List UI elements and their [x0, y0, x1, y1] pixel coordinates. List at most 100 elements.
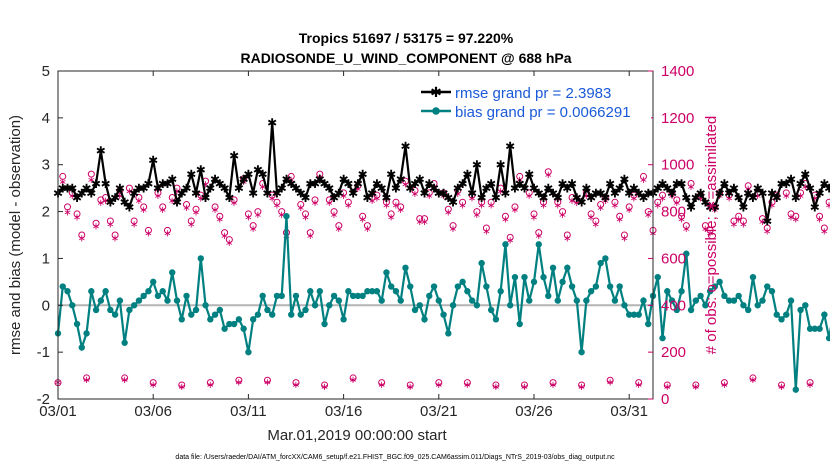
rmse-point: ✱ — [134, 182, 144, 196]
chart-title-line2: RADIOSONDE_U_WIND_COMPONENT @ 688 hPa — [240, 50, 571, 66]
rmse-point: ✱ — [534, 186, 544, 200]
rmse-point: ✱ — [791, 191, 801, 205]
bias-point — [659, 334, 666, 342]
rmse-point: ✱ — [405, 182, 415, 196]
obs-assimilated-point: ∗ — [496, 186, 504, 197]
rmse-point: ✱ — [529, 182, 539, 196]
rmse-point: ✱ — [220, 182, 230, 196]
obs-assimilated-point: ∗ — [358, 215, 366, 226]
bias-point — [673, 306, 680, 314]
rmse-point: ✱ — [186, 168, 196, 182]
bias-point — [716, 278, 723, 286]
obs-possible-point — [444, 205, 452, 213]
rmse-point: ✱ — [615, 182, 625, 196]
bias-point — [606, 283, 614, 290]
x-tick-label: 03/06 — [134, 403, 172, 420]
obs-assimilated-point: ∗ — [711, 205, 719, 216]
obs-assimilated-point: ∗ — [468, 194, 476, 205]
obs-possible-point — [654, 198, 662, 206]
bias-point — [221, 325, 228, 332]
rmse-point: ✱ — [715, 186, 725, 200]
obs-possible-point — [316, 170, 324, 178]
bias-point — [73, 320, 81, 328]
rmse-point: ✱ — [510, 182, 520, 196]
obs-assimilated-point: ∗ — [87, 175, 95, 186]
bias-point — [83, 330, 90, 337]
bias-point — [345, 288, 352, 295]
obs-possible-point — [302, 210, 310, 218]
obs-assimilated-point: ∗ — [125, 186, 133, 197]
obs-count-markers: ∗∗∗∗∗∗∗∗∗∗∗∗∗∗∗∗∗∗∗∗∗∗∗∗∗∗∗∗∗∗∗∗∗∗∗∗∗∗∗∗… — [54, 168, 830, 393]
rmse-point: ✱ — [91, 177, 101, 191]
obs-assimilated-point: ∗ — [811, 194, 819, 205]
rmse-point: ✱ — [710, 200, 720, 214]
obs-possible-point — [592, 217, 600, 225]
bias-point — [545, 292, 552, 300]
y-left-tick-label: 2 — [42, 204, 50, 221]
bias-point — [111, 311, 119, 318]
bias-point — [783, 311, 790, 318]
rmse-point: ✱ — [419, 186, 429, 200]
bias-point — [283, 213, 290, 220]
rmse-point: ✱ — [757, 186, 767, 200]
rmse-point: ✱ — [410, 177, 420, 191]
obs-possible-point — [516, 172, 524, 180]
rmse-point: ✱ — [453, 182, 463, 196]
bias-point — [626, 311, 633, 318]
obs-assimilated-point: ∗ — [178, 382, 186, 393]
y-left-tick-label: -2 — [37, 391, 50, 408]
bias-point — [426, 292, 433, 300]
bias-point — [464, 288, 471, 295]
obs-possible-point — [782, 189, 790, 197]
obs-assimilated-point: ∗ — [520, 382, 528, 393]
obs-possible-point — [64, 203, 72, 211]
obs-possible-point — [216, 212, 224, 220]
rmse-point: ✱ — [443, 191, 453, 205]
rmse-point: ✱ — [762, 214, 772, 228]
bias-point — [192, 306, 200, 314]
obs-assimilated-point: ∗ — [806, 380, 814, 391]
obs-assimilated-point: ∗ — [182, 203, 190, 214]
obs-possible-point — [744, 182, 752, 190]
x-tick-label: 03/26 — [515, 403, 553, 420]
bias-point — [69, 302, 76, 309]
obs-possible-point — [92, 219, 100, 227]
bias-point — [492, 316, 500, 323]
bias-point — [235, 316, 243, 323]
y-right-tick-label: 600 — [661, 250, 686, 267]
rmse-point: ✱ — [310, 177, 320, 191]
bias-point — [378, 297, 385, 304]
obs-possible-point — [411, 186, 419, 194]
bias-point — [754, 302, 761, 309]
bias-line — [56, 216, 830, 390]
obs-assimilated-point: ∗ — [311, 198, 319, 209]
bias-point — [640, 297, 647, 304]
obs-assimilated-point: ∗ — [463, 380, 471, 391]
bias-point — [245, 348, 252, 356]
rmse-point: ✱ — [315, 172, 325, 186]
obs-possible-point — [135, 194, 143, 202]
obs-assimilated-point: ∗ — [763, 226, 771, 237]
bias-point — [211, 311, 219, 318]
rmse-point: ✱ — [567, 177, 577, 191]
obs-assimilated-point: ∗ — [501, 215, 509, 226]
rmse-point: ✱ — [538, 191, 548, 205]
obs-possible-point — [149, 379, 157, 387]
obs-assimilated-point: ∗ — [758, 217, 766, 228]
rmse-point: ✱ — [400, 139, 410, 153]
obs-assimilated-point: ∗ — [577, 382, 585, 393]
obs-assimilated-point: ∗ — [320, 382, 328, 393]
obs-assimilated-point: ∗ — [239, 177, 247, 188]
obs-possible-point — [701, 222, 709, 230]
obs-assimilated-point: ∗ — [696, 194, 704, 205]
obs-assimilated-point: ∗ — [211, 205, 219, 216]
rmse-point: ✱ — [362, 191, 372, 205]
obs-assimilated-point: ∗ — [601, 196, 609, 207]
rmse-point: ✱ — [748, 191, 758, 205]
obs-possible-point — [249, 222, 257, 230]
rmse-point: ✱ — [696, 186, 706, 200]
obs-assimilated-point: ∗ — [263, 377, 271, 388]
obs-assimilated-point: ∗ — [173, 186, 181, 197]
rmse-point: ✱ — [129, 186, 139, 200]
rmse-point: ✱ — [562, 182, 572, 196]
